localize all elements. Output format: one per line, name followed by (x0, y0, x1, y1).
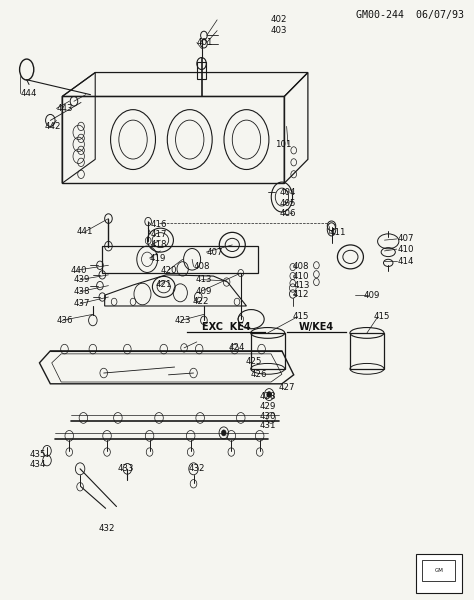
Text: 401: 401 (197, 38, 213, 47)
Circle shape (267, 392, 272, 398)
Text: 428: 428 (260, 392, 276, 401)
Bar (422, 560, 456, 581)
Text: 430: 430 (260, 412, 276, 421)
Bar (251, 333, 285, 369)
Text: 407: 407 (398, 235, 414, 244)
Bar (350, 333, 384, 369)
Text: 412: 412 (293, 290, 309, 299)
Text: 404: 404 (280, 188, 296, 197)
Text: 420: 420 (160, 266, 177, 275)
Text: 405: 405 (280, 199, 296, 208)
Text: 435: 435 (30, 450, 46, 459)
Bar (197, 62, 206, 79)
FancyBboxPatch shape (416, 554, 463, 593)
Text: 429: 429 (260, 402, 276, 411)
Text: 407: 407 (206, 248, 223, 257)
Text: 424: 424 (228, 343, 245, 352)
Text: 413: 413 (294, 281, 310, 290)
Text: 438: 438 (74, 287, 91, 296)
Text: 427: 427 (279, 383, 295, 392)
Text: 101: 101 (275, 140, 292, 149)
Text: 406: 406 (280, 209, 296, 218)
Text: 410: 410 (398, 245, 414, 254)
Text: 426: 426 (250, 370, 267, 379)
Text: 433: 433 (118, 464, 135, 473)
Text: 441: 441 (76, 227, 93, 236)
Text: 402: 402 (270, 16, 287, 25)
Circle shape (221, 430, 226, 436)
Text: 416: 416 (151, 220, 167, 229)
Text: 440: 440 (71, 266, 87, 275)
Text: 439: 439 (74, 275, 91, 284)
Text: 417: 417 (151, 230, 167, 239)
Text: 411: 411 (329, 229, 346, 238)
Text: 422: 422 (192, 296, 209, 305)
Text: 436: 436 (56, 316, 73, 325)
Text: 418: 418 (151, 241, 167, 250)
Text: 409: 409 (195, 287, 212, 296)
Text: 413: 413 (195, 275, 212, 284)
Text: 410: 410 (293, 272, 309, 281)
Text: 421: 421 (156, 280, 172, 289)
Text: 408: 408 (293, 262, 309, 271)
Text: GM: GM (434, 568, 443, 573)
Text: 415: 415 (293, 312, 309, 321)
Text: 432: 432 (189, 464, 205, 473)
Text: 443: 443 (56, 104, 73, 113)
Text: 442: 442 (44, 122, 61, 131)
Text: 444: 444 (20, 89, 37, 98)
Text: EXC  KE4: EXC KE4 (202, 322, 251, 332)
Text: 403: 403 (270, 26, 287, 35)
Text: 425: 425 (246, 356, 262, 365)
Text: W/KE4: W/KE4 (299, 322, 334, 332)
Text: 437: 437 (74, 299, 91, 308)
Text: 414: 414 (398, 257, 414, 266)
Text: 419: 419 (150, 254, 166, 263)
Text: 432: 432 (99, 524, 116, 533)
Text: 423: 423 (174, 316, 191, 325)
Text: 415: 415 (373, 312, 390, 321)
Text: GM00-244  06/07/93: GM00-244 06/07/93 (356, 10, 464, 20)
Text: 431: 431 (260, 421, 276, 430)
Text: 408: 408 (193, 262, 210, 271)
Text: 434: 434 (30, 460, 46, 469)
Text: 409: 409 (364, 291, 380, 300)
